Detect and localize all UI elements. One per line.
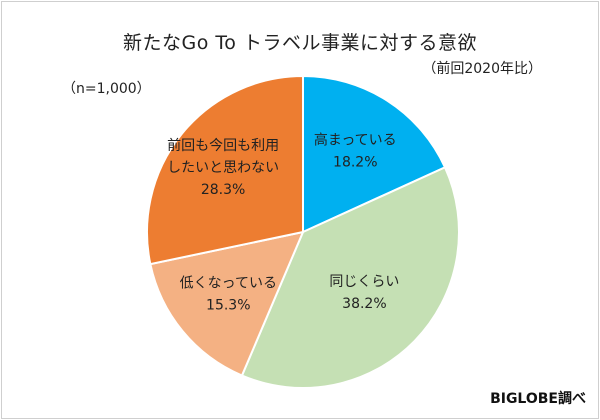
slice-category-label: したいと思わない (167, 160, 279, 176)
pie-slice-3 (146, 74, 304, 266)
slice-category-label: 前回も今回も利用 (167, 137, 279, 154)
sample-size: （n=1,000） (62, 81, 151, 97)
slice-category-label: 同じくらい (329, 274, 399, 290)
pie-slice-0 (302, 74, 447, 234)
chart-title: 新たなGo To トラベル事業に対する意欲 (123, 32, 477, 54)
pie-slice-1 (240, 166, 460, 390)
slice-value-label: 38.2% (342, 296, 386, 312)
slice-category-label: 低くなっている (180, 275, 277, 291)
slice-value-label: 15.3% (206, 297, 250, 313)
pie-slice-2 (149, 230, 305, 377)
source-credit: BIGLOBE調べ (490, 391, 586, 407)
slice-value-label: 18.2% (333, 155, 377, 171)
comparison-note: （前回2020年比） (422, 61, 542, 77)
slice-category-label: 高まっている (314, 132, 397, 149)
slice-value-label: 28.3% (201, 182, 245, 198)
